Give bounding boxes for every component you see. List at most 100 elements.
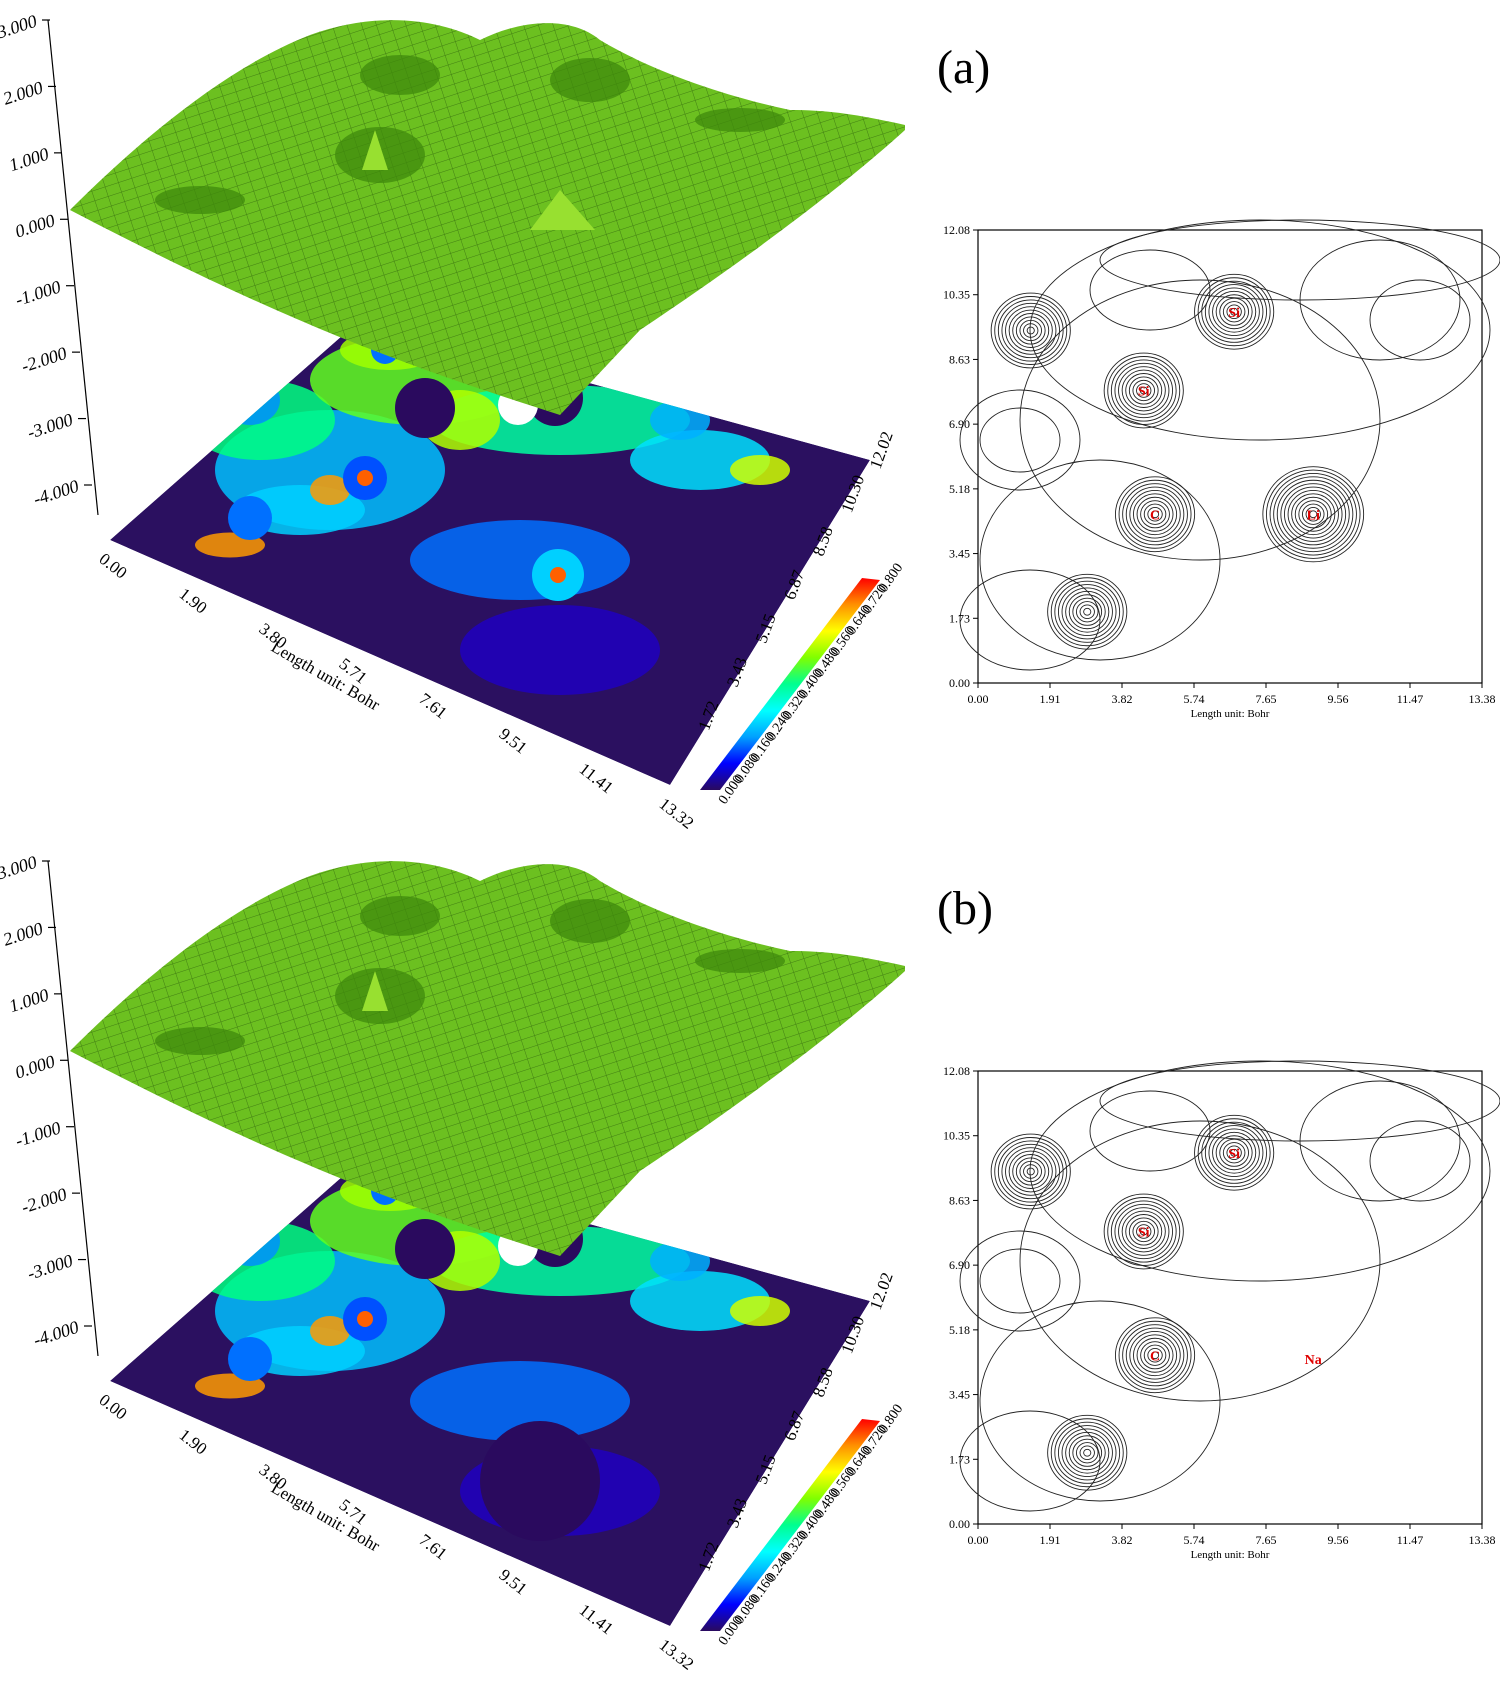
contour-line xyxy=(959,389,1081,491)
contour-line xyxy=(1121,1210,1166,1253)
atom-label: Si xyxy=(1228,306,1240,321)
z-tick-label: 0.000 xyxy=(13,1051,58,1083)
heatmap-region xyxy=(730,455,790,485)
atom-label: C xyxy=(1150,508,1160,523)
contour-line xyxy=(1129,490,1181,539)
contour-x-tick-label: 5.74 xyxy=(1184,692,1205,706)
contour-line xyxy=(1050,1418,1124,1488)
contour-line xyxy=(959,1230,1081,1332)
contour-line xyxy=(1147,1348,1163,1363)
contour-line xyxy=(994,1137,1068,1206)
panel-a: 3.000 2.000 1.000 0.000 -1.000 -2.000 -3.000 -4… xyxy=(0,11,1500,833)
contour-line xyxy=(1068,1435,1106,1471)
surface-mesh xyxy=(70,20,905,415)
contour-line xyxy=(1194,1114,1275,1191)
contour-line xyxy=(1057,584,1117,640)
heatmap-atom-spot xyxy=(228,496,272,540)
heatmap-region xyxy=(310,1316,350,1346)
contour-y-tick-label: 5.18 xyxy=(949,482,970,496)
contour-line xyxy=(1054,580,1121,643)
heatmap-atom-spot xyxy=(357,1311,373,1327)
contour-line xyxy=(979,459,1221,661)
contour-line xyxy=(1083,1448,1092,1457)
contour-line xyxy=(1212,1131,1257,1174)
contour-line xyxy=(1061,1428,1113,1478)
x-tick-label: 0.00 xyxy=(96,549,131,582)
contour-line xyxy=(1118,1207,1170,1256)
contour-line xyxy=(1118,479,1192,549)
contour-x-axis-label: Length unit: Bohr xyxy=(1191,1549,1270,1561)
contour-x-tick-label: 13.38 xyxy=(1469,692,1496,706)
contour-line xyxy=(1008,1150,1053,1193)
contour-line xyxy=(1079,1445,1095,1461)
contour-line xyxy=(1118,1320,1192,1390)
surface-mesh xyxy=(70,861,905,1256)
contour-line xyxy=(1201,280,1267,343)
contour-line xyxy=(1369,1120,1471,1202)
contour-line xyxy=(1208,287,1260,337)
x-tick-label: 1.90 xyxy=(176,1425,211,1458)
contour-line xyxy=(1129,1331,1181,1380)
contour-y-tick-label: 3.45 xyxy=(949,1388,970,1402)
x-tick-label: 9.51 xyxy=(496,1565,531,1598)
contour-line xyxy=(1015,316,1046,345)
contour-line xyxy=(1298,500,1329,529)
contour-line xyxy=(1125,486,1185,542)
atom-label: C xyxy=(1150,1349,1160,1364)
contour-line xyxy=(1075,601,1099,623)
contour-line xyxy=(1029,219,1491,441)
heatmap-atom-spot xyxy=(357,470,373,486)
contour-line xyxy=(1194,273,1275,350)
z-tick-label: -3.000 xyxy=(25,1250,75,1283)
atom-label: Si xyxy=(1138,1226,1150,1241)
heatmap-atom-spot xyxy=(480,1421,600,1541)
contour-line xyxy=(1072,1438,1103,1467)
contour-line xyxy=(1061,587,1113,637)
heatmap-region xyxy=(220,375,280,425)
contour-line xyxy=(1265,469,1361,559)
heatmap-region xyxy=(730,1296,790,1326)
contour-line xyxy=(1201,1121,1267,1184)
z-tick-label: -2.000 xyxy=(19,1184,69,1217)
contour-line xyxy=(1054,1421,1121,1484)
contour-line xyxy=(1103,352,1184,429)
contour-line xyxy=(1079,604,1095,620)
contour-line xyxy=(1147,507,1163,522)
surface-well xyxy=(695,949,785,973)
contour-line xyxy=(1118,366,1170,415)
contour-y-tick-label: 8.63 xyxy=(949,352,970,366)
contour-x-tick-label: 13.38 xyxy=(1469,1533,1496,1547)
z-tick-label: 3.000 xyxy=(0,852,39,884)
surface-peak xyxy=(362,971,388,1011)
contour-y-tick-label: 0.00 xyxy=(949,1517,970,1531)
x-tick-label: 0.00 xyxy=(96,1390,131,1423)
contour-line xyxy=(1001,1143,1060,1200)
contour-line xyxy=(1132,493,1178,536)
contour-line xyxy=(997,1140,1064,1203)
contour-y-tick-label: 12.08 xyxy=(943,1064,970,1078)
contour-line xyxy=(1215,294,1253,330)
contour-line xyxy=(1057,1425,1117,1481)
heatmap-region xyxy=(460,605,660,695)
atom-label: Li xyxy=(1307,508,1320,523)
x-tick-label: 11.41 xyxy=(576,1600,617,1638)
contour-line xyxy=(1276,479,1350,549)
heatmap-atom-spot xyxy=(395,378,455,438)
contour-line xyxy=(1114,1317,1196,1394)
contour-y-tick-label: 3.45 xyxy=(949,547,970,561)
contour-line xyxy=(1222,301,1246,323)
contour-line xyxy=(1125,1327,1185,1383)
heatmap-atom-spot xyxy=(550,567,566,583)
contour-line xyxy=(1309,510,1318,519)
contour-line xyxy=(979,1300,1221,1502)
contour-line xyxy=(1301,503,1325,525)
contour-line xyxy=(997,299,1064,362)
contour-line xyxy=(1122,483,1188,546)
z-tick-label: 0.000 xyxy=(13,210,58,242)
contour-line xyxy=(1068,594,1106,630)
contour-line xyxy=(1114,476,1196,553)
contour-line xyxy=(1139,1227,1148,1236)
surface-well xyxy=(550,899,630,943)
contour-line xyxy=(1226,1145,1242,1161)
contour-line xyxy=(1015,1157,1046,1186)
